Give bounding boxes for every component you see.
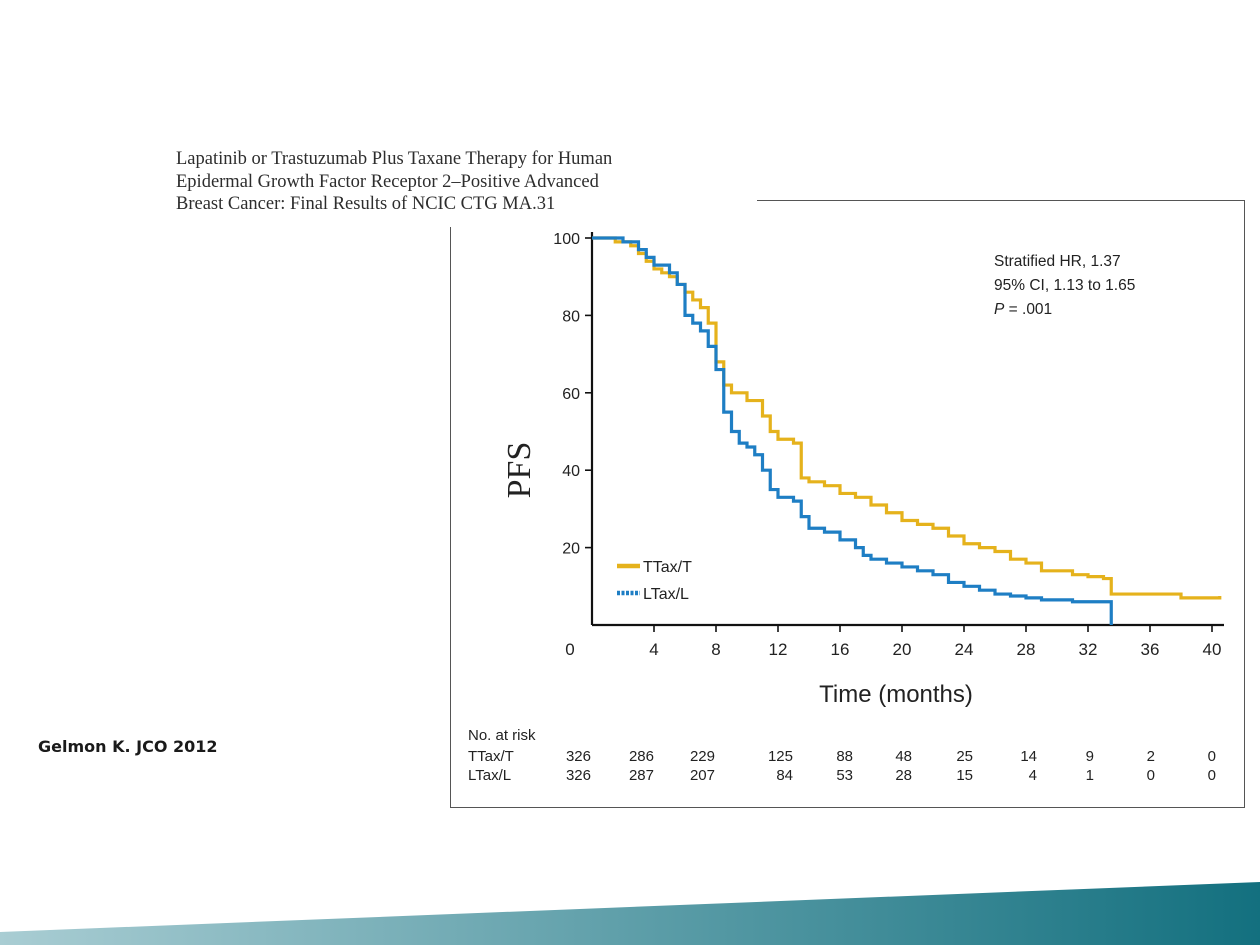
y-tick-label: 60 [562, 386, 580, 403]
series-line-ltaxl [592, 236, 1113, 625]
x-tick-label: 28 [1017, 640, 1036, 659]
y-tick-label: 20 [562, 541, 580, 558]
risk-row-label: LTax/L [468, 767, 511, 784]
legend-label: LTax/L [643, 586, 689, 603]
slide-title: Lapatinib or Trastuzumab Plus Taxane The… [176, 148, 756, 216]
x-tick-label: 16 [831, 640, 850, 659]
risk-cell: 229 [690, 748, 715, 765]
annotation-p-value: = .001 [1004, 301, 1052, 318]
risk-cell: 4 [1029, 767, 1037, 784]
series-line-ttaxt [592, 236, 1222, 600]
annotation-ci: 95% CI, 1.13 to 1.65 [994, 277, 1135, 294]
x-tick-label: 0 [565, 640, 574, 659]
legend-label: TTax/T [643, 559, 692, 576]
title-line-1: Lapatinib or Trastuzumab Plus Taxane The… [176, 149, 613, 169]
citation: Gelmon K. JCO 2012 [38, 737, 218, 756]
risk-cell: 125 [768, 748, 793, 765]
x-tick-label: 12 [769, 640, 788, 659]
y-tick-label: 80 [562, 308, 580, 325]
annotation-p-label: P [994, 301, 1005, 318]
risk-cell: 48 [895, 748, 912, 765]
title-mask [449, 195, 757, 227]
x-tick-label: 32 [1079, 640, 1098, 659]
risk-table-header: No. at risk [468, 727, 536, 744]
risk-cell: 88 [836, 748, 853, 765]
risk-cell: 15 [956, 767, 973, 784]
risk-cell: 14 [1020, 748, 1037, 765]
x-tick-label: 4 [649, 640, 658, 659]
annotation-hr: Stratified HR, 1.37 [994, 253, 1121, 270]
y-tick-label: 100 [553, 231, 580, 248]
chart-frame [450, 200, 1245, 808]
risk-cell: 326 [566, 767, 591, 784]
risk-cell: 326 [566, 748, 591, 765]
x-tick-label: 20 [893, 640, 912, 659]
y-axis-label: PFS [501, 442, 538, 499]
x-axis-label: Time (months) [819, 681, 973, 708]
footer-gradient-bar [0, 882, 1260, 945]
title-line-2: Epidermal Growth Factor Receptor 2–Posit… [176, 171, 599, 192]
annotation-p: P = .001 [994, 301, 1052, 318]
x-tick-label: 8 [711, 640, 720, 659]
risk-cell: 2 [1147, 748, 1155, 765]
risk-cell: 0 [1147, 767, 1155, 784]
x-tick-label: 24 [955, 640, 974, 659]
risk-cell: 287 [629, 767, 654, 784]
risk-cell: 1 [1086, 767, 1094, 784]
risk-cell: 28 [895, 767, 912, 784]
risk-cell: 286 [629, 748, 654, 765]
risk-cell: 25 [956, 748, 973, 765]
risk-cell: 84 [776, 767, 793, 784]
risk-cell: 207 [690, 767, 715, 784]
risk-row-label: TTax/T [468, 748, 514, 765]
title-line-3: Breast Cancer: Final Results of NCIC CTG… [176, 194, 556, 214]
risk-cell: 53 [836, 767, 853, 784]
risk-cell: 0 [1208, 767, 1216, 784]
y-tick-label: 40 [562, 463, 580, 480]
risk-cell: 9 [1086, 748, 1094, 765]
x-tick-label: 40 [1203, 640, 1222, 659]
risk-cell: 0 [1208, 748, 1216, 765]
x-tick-label: 36 [1141, 640, 1160, 659]
